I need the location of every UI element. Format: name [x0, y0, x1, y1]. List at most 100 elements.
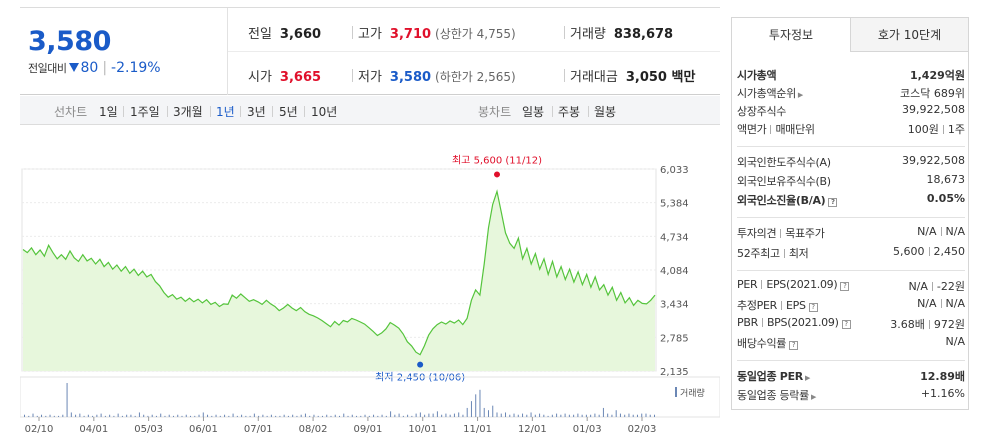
volume-bar — [390, 411, 392, 417]
bps-amount: 972원 — [933, 318, 965, 331]
volume-bar — [339, 415, 340, 417]
candle-weekly[interactable]: 주봉 — [558, 105, 581, 119]
week52-label: 52주최고 최저 — [737, 245, 809, 261]
volume-bar — [530, 412, 532, 417]
volume-bar — [151, 414, 153, 417]
volume-bar — [109, 414, 111, 417]
volume-bar — [232, 413, 234, 417]
tab-order-book[interactable]: 호가 10단계 — [851, 18, 968, 52]
period-5y[interactable]: 5년 — [279, 105, 298, 119]
divider — [931, 282, 933, 291]
volume-bar — [253, 413, 255, 417]
target-amount: N/A — [945, 225, 965, 238]
volume-bar — [100, 413, 102, 417]
volume-bar — [330, 415, 332, 417]
market-rank-value: 코스닥 689위 — [900, 87, 965, 100]
period-10y[interactable]: 10년 — [311, 105, 338, 119]
volume-bar — [611, 414, 613, 417]
high: 고가 3,710 (상한가 4,755) — [358, 23, 516, 42]
volume-bar — [398, 413, 400, 417]
market-rank-text: 시가총액순위 — [737, 87, 796, 100]
par-amount: 100원 — [907, 123, 939, 136]
unit-amount: 1주 — [947, 123, 965, 136]
help-icon[interactable]: ? — [828, 198, 838, 207]
volume-bar — [564, 413, 566, 417]
x-tick-label: 09/01 — [353, 424, 382, 435]
help-icon[interactable]: ? — [840, 282, 850, 291]
period-3y[interactable]: 3년 — [247, 105, 266, 119]
volume-bar — [462, 414, 464, 417]
market-cap-row: 시가총액 1,429억원 — [737, 67, 965, 85]
y-tick-label: 3,434 — [660, 300, 689, 311]
help-icon[interactable]: ? — [789, 341, 799, 350]
trade-amount: 거래대금 3,050 백만 — [570, 66, 695, 85]
price-change: 전일대비 80 | -2.19% — [28, 60, 161, 76]
volume-bar — [343, 413, 345, 417]
volume-bar — [624, 414, 626, 417]
dividend-text: 배당수익률 — [737, 337, 787, 350]
per-text: PER — [737, 278, 758, 291]
divider — [737, 360, 965, 361]
volume-bar — [641, 413, 643, 417]
volume-bar — [436, 411, 438, 417]
x-tick-label: 12/01 — [518, 424, 547, 435]
week52-row: 52주최고 최저 5,600 2,450 — [737, 245, 965, 263]
volume-bar — [53, 415, 55, 417]
volume-bar — [219, 415, 221, 417]
volume-bar — [517, 414, 519, 417]
help-icon[interactable]: ? — [808, 303, 818, 312]
x-tick-label: 11/01 — [463, 424, 492, 435]
help-icon[interactable]: ? — [841, 320, 851, 329]
volume-bar — [24, 414, 25, 417]
candle-daily[interactable]: 일봉 — [522, 105, 545, 119]
volume-bar — [309, 415, 311, 417]
volume-bar — [415, 413, 417, 417]
divider — [552, 106, 553, 117]
volume-bar — [424, 414, 426, 417]
volume-bar — [594, 413, 596, 417]
prev-close: 전일 3,660 — [248, 23, 321, 42]
volume-bar — [500, 413, 502, 417]
industry-per-value: 12.89배 — [920, 370, 965, 383]
market-rank-row: 시가총액순위 ▶ 코스닥 689위 — [737, 85, 965, 103]
industry-change-row: 동일업종 등락률 ▶ +1.16% — [737, 387, 965, 405]
period-1y[interactable]: 1년 — [216, 105, 235, 119]
volume-bar — [636, 414, 638, 417]
divider — [352, 69, 353, 82]
volume-bar — [496, 412, 498, 417]
volume-bar — [649, 414, 651, 417]
volume-bar — [155, 415, 157, 417]
high-annotation: 최고 5,600 (11/12) — [452, 154, 542, 166]
volume-bar — [181, 415, 183, 417]
divider — [761, 318, 763, 327]
volume-bar — [58, 415, 60, 417]
divider — [940, 227, 942, 236]
y-tick-label: 5,384 — [660, 199, 689, 210]
est-per-text: 추정PER — [737, 299, 777, 312]
y-tick-label: 2,135 — [660, 367, 689, 378]
volume-bar — [28, 415, 30, 417]
tab-investment-info[interactable]: 투자정보 — [732, 18, 851, 52]
volume-bar — [607, 413, 609, 417]
volume-bar — [551, 414, 553, 417]
foreign-limit-label: 외국인한도주식수(A) — [737, 156, 831, 169]
par-row: 액면가 매매단위 100원 1주 — [737, 121, 965, 139]
candle-chart-label: 봉차트 — [478, 105, 512, 119]
divider — [928, 320, 930, 329]
foreign-ratio-label: 외국인소진율(B/A)? — [737, 192, 838, 208]
x-tick-label: 02/03 — [628, 424, 657, 435]
period-3m[interactable]: 3개월 — [173, 105, 203, 119]
volume: 거래량 838,678 — [570, 23, 673, 42]
per-value: N/A -22원 — [908, 278, 965, 294]
volume-bar — [602, 407, 604, 417]
dividend-value: N/A — [945, 335, 965, 348]
period-1w[interactable]: 1주일 — [130, 105, 160, 119]
divider — [167, 106, 168, 117]
low-value: 3,580 — [389, 70, 432, 85]
volume-bar — [321, 415, 323, 417]
candle-monthly[interactable]: 월봉 — [594, 105, 617, 119]
volume-bar — [126, 414, 128, 417]
divider — [780, 229, 782, 238]
foreign-ratio-value: 0.05% — [926, 192, 965, 205]
period-1d[interactable]: 1일 — [99, 105, 118, 119]
